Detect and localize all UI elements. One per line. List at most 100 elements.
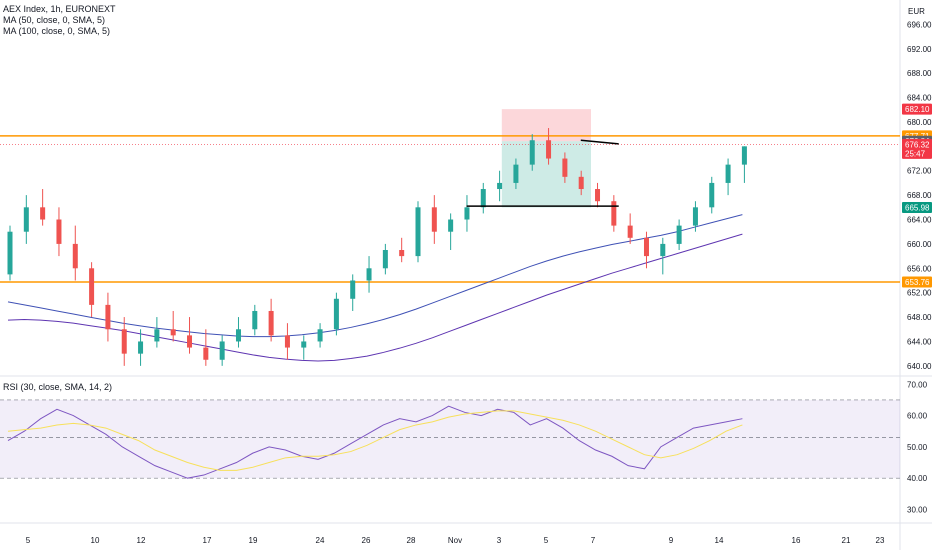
candle-body xyxy=(741,146,747,165)
candle-body xyxy=(415,207,421,257)
price-tick-label: 640.00 xyxy=(907,362,932,371)
time-tick-label: 9 xyxy=(669,536,674,545)
price-badge xyxy=(902,201,932,213)
price-badge-label: 682.10 xyxy=(905,105,930,114)
candle-body xyxy=(366,268,372,281)
candle-body xyxy=(709,182,715,208)
candle-body xyxy=(301,341,307,348)
candle-body xyxy=(105,304,111,330)
price-badge-label: 676.32 xyxy=(905,140,930,149)
candle-body xyxy=(562,158,568,177)
price-badge xyxy=(902,138,932,159)
candle-body xyxy=(203,347,209,360)
candle-body xyxy=(284,335,290,348)
legend-symbol[interactable]: AEX Index, 1h, EURONEXT xyxy=(3,4,116,14)
time-tick-label: 5 xyxy=(26,536,31,545)
candle-body xyxy=(23,207,29,232)
price-badge-label: 653.76 xyxy=(905,278,930,287)
candle-body xyxy=(464,207,470,220)
time-tick-label: 10 xyxy=(91,536,100,545)
price-tick-label: 660.00 xyxy=(907,240,932,249)
time-tick-label: 21 xyxy=(842,536,851,545)
price-tick-label: 680.00 xyxy=(907,118,932,127)
ma50-line xyxy=(7,214,743,338)
time-tick-label: 14 xyxy=(715,536,724,545)
price-tick-label: 664.00 xyxy=(907,216,932,225)
candle-body xyxy=(692,207,698,226)
chart-legend: AEX Index, 1h, EURONEXT MA (50, close, 0… xyxy=(3,4,116,37)
trend-line[interactable] xyxy=(580,139,619,145)
candle-body xyxy=(480,189,486,208)
time-tick-label: 24 xyxy=(316,536,325,545)
candle-body xyxy=(317,329,323,342)
price-tick-label: 656.00 xyxy=(907,264,932,273)
candle-body xyxy=(252,310,258,330)
candle-body xyxy=(725,164,731,183)
rsi-tick-label: 60.00 xyxy=(907,412,928,421)
time-tick-label: 23 xyxy=(876,536,885,545)
currency-label: EUR xyxy=(908,7,925,16)
candle-body xyxy=(448,219,454,232)
candle-body xyxy=(627,225,633,238)
candle-body xyxy=(40,207,46,220)
legend-ma100[interactable]: MA (100, close, 0, SMA, 5) xyxy=(3,26,111,36)
ma100-line xyxy=(7,233,743,362)
price-tick-label: 672.00 xyxy=(907,167,932,176)
rsi-ma-line xyxy=(7,410,743,471)
candle-body xyxy=(268,310,274,336)
rsi-tick-label: 70.00 xyxy=(907,380,928,389)
rsi-tick-label: 50.00 xyxy=(907,443,928,452)
candle-body xyxy=(497,182,503,190)
price-badge-label: 665.98 xyxy=(905,203,930,212)
time-tick-label: 26 xyxy=(362,536,371,545)
candle-body xyxy=(578,176,584,190)
price-badge xyxy=(902,276,932,288)
candle-body xyxy=(431,207,437,232)
candle-body xyxy=(138,341,144,354)
candle-body xyxy=(7,231,13,275)
time-tick-label: 16 xyxy=(792,536,801,545)
time-tick-label: 17 xyxy=(203,536,212,545)
candle-body xyxy=(56,219,62,244)
candle-body xyxy=(399,250,405,257)
countdown-label: 25:47 xyxy=(905,149,926,158)
price-badge xyxy=(902,103,932,115)
candle-body xyxy=(676,225,682,244)
time-tick-label: 3 xyxy=(497,536,502,545)
candle-body xyxy=(121,329,127,354)
price-tick-label: 652.00 xyxy=(907,289,932,298)
candle-body xyxy=(170,329,176,336)
rsi-tick-label: 40.00 xyxy=(907,474,928,483)
candle-body xyxy=(72,243,78,269)
candle-body xyxy=(611,201,617,226)
legend-rsi[interactable]: RSI (30, close, SMA, 14, 2) xyxy=(3,382,113,392)
candle-body xyxy=(643,237,649,257)
time-tick-label: 7 xyxy=(591,536,596,545)
price-tick-label: 684.00 xyxy=(907,94,932,103)
candle-body xyxy=(219,341,225,360)
candle-body xyxy=(89,268,95,305)
rsi-tick-label: 30.00 xyxy=(907,505,928,514)
legend-ma50[interactable]: MA (50, close, 0, SMA, 5) xyxy=(3,15,106,25)
candle-body xyxy=(513,164,519,183)
time-tick-label: 19 xyxy=(249,536,258,545)
price-tick-label: 692.00 xyxy=(907,45,932,54)
candle-body xyxy=(529,140,535,165)
candle-body xyxy=(187,335,193,348)
candle-body xyxy=(333,298,339,330)
candle-body xyxy=(660,243,666,257)
time-tick-label: Nov xyxy=(448,536,462,545)
price-tick-label: 688.00 xyxy=(907,69,932,78)
price-tick-label: 648.00 xyxy=(907,313,932,322)
time-tick-label: 28 xyxy=(407,536,416,545)
price-tick-label: 668.00 xyxy=(907,191,932,200)
price-tick-label: 644.00 xyxy=(907,337,932,346)
candle-body xyxy=(595,189,601,202)
candle-body xyxy=(546,140,552,159)
time-tick-label: 12 xyxy=(137,536,146,545)
candle-body xyxy=(350,280,356,299)
candle-body xyxy=(235,329,241,342)
rsi-line xyxy=(7,405,743,479)
